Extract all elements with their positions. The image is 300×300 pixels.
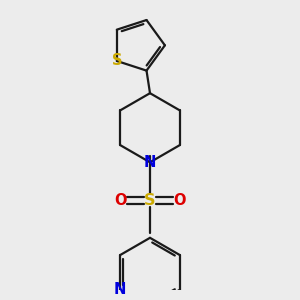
Text: N: N <box>144 155 156 170</box>
Text: O: O <box>115 193 127 208</box>
Text: N: N <box>114 282 126 297</box>
Text: S: S <box>144 193 156 208</box>
Text: O: O <box>173 193 185 208</box>
Text: S: S <box>112 53 122 68</box>
